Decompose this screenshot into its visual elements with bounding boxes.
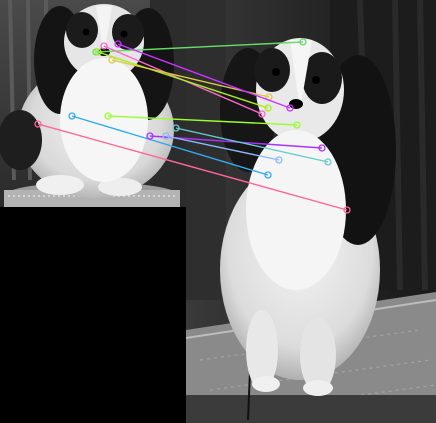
match-line bbox=[97, 51, 269, 109]
keypoint-right bbox=[264, 171, 272, 179]
keypoint-right bbox=[293, 121, 301, 129]
keypoint-right bbox=[275, 156, 283, 164]
keypoint-left bbox=[146, 132, 154, 140]
keypoint-right bbox=[318, 144, 326, 152]
keypoint-left bbox=[172, 124, 180, 132]
match-line bbox=[107, 115, 298, 126]
keypoint-right bbox=[286, 104, 294, 112]
keypoint-left bbox=[104, 112, 112, 120]
keypoint-left bbox=[100, 42, 108, 50]
match-line bbox=[117, 43, 291, 109]
match-line bbox=[37, 123, 348, 211]
keypoint-right bbox=[343, 206, 351, 214]
keypoint-left bbox=[68, 112, 76, 120]
match-line bbox=[95, 41, 304, 53]
match-line bbox=[165, 135, 280, 161]
keypoint-right bbox=[324, 158, 332, 166]
match-line bbox=[175, 127, 329, 163]
keypoint-right bbox=[264, 104, 272, 112]
keypoint-left bbox=[114, 40, 122, 48]
keypoint-right bbox=[299, 38, 307, 46]
feature-matches bbox=[34, 38, 351, 214]
right-dog-photo bbox=[186, 0, 436, 423]
keypoint-right bbox=[258, 110, 266, 118]
keypoint-left bbox=[108, 56, 116, 64]
keypoint-left bbox=[162, 132, 170, 140]
left-dog-photo bbox=[0, 0, 186, 207]
match-line bbox=[71, 115, 269, 176]
keypoint-left bbox=[34, 120, 42, 128]
keypoint-left bbox=[94, 48, 102, 56]
